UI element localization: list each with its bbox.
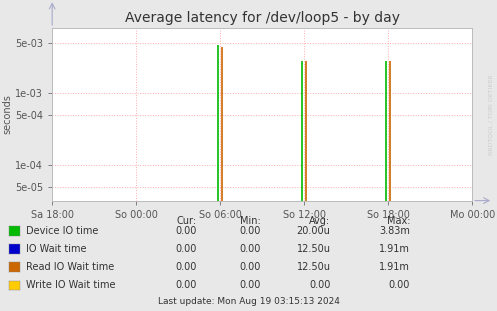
- Text: Read IO Wait time: Read IO Wait time: [26, 262, 114, 272]
- Text: 0.00: 0.00: [175, 226, 196, 236]
- Text: 0.00: 0.00: [240, 280, 261, 290]
- Text: RRDTOOL / TOBI OETIKER: RRDTOOL / TOBI OETIKER: [489, 75, 494, 156]
- Text: Max:: Max:: [387, 216, 410, 226]
- Text: Device IO time: Device IO time: [26, 226, 98, 236]
- Text: 12.50u: 12.50u: [297, 262, 331, 272]
- Text: 0.00: 0.00: [175, 262, 196, 272]
- Text: 0.00: 0.00: [240, 262, 261, 272]
- Text: 0.00: 0.00: [175, 280, 196, 290]
- Text: 1.91m: 1.91m: [379, 244, 410, 254]
- Text: Avg:: Avg:: [309, 216, 331, 226]
- Text: 20.00u: 20.00u: [297, 226, 331, 236]
- Title: Average latency for /dev/loop5 - by day: Average latency for /dev/loop5 - by day: [125, 12, 400, 26]
- Text: Cur:: Cur:: [176, 216, 196, 226]
- Text: 0.00: 0.00: [175, 244, 196, 254]
- Text: 0.00: 0.00: [240, 244, 261, 254]
- Y-axis label: seconds: seconds: [2, 94, 12, 134]
- Text: 12.50u: 12.50u: [297, 244, 331, 254]
- Text: Write IO Wait time: Write IO Wait time: [26, 280, 115, 290]
- Text: Min:: Min:: [240, 216, 261, 226]
- Text: Last update: Mon Aug 19 03:15:13 2024: Last update: Mon Aug 19 03:15:13 2024: [158, 297, 339, 306]
- Text: 0.00: 0.00: [309, 280, 331, 290]
- Text: 0.00: 0.00: [389, 280, 410, 290]
- Text: IO Wait time: IO Wait time: [26, 244, 86, 254]
- Text: 0.00: 0.00: [240, 226, 261, 236]
- Text: 3.83m: 3.83m: [379, 226, 410, 236]
- Text: 1.91m: 1.91m: [379, 262, 410, 272]
